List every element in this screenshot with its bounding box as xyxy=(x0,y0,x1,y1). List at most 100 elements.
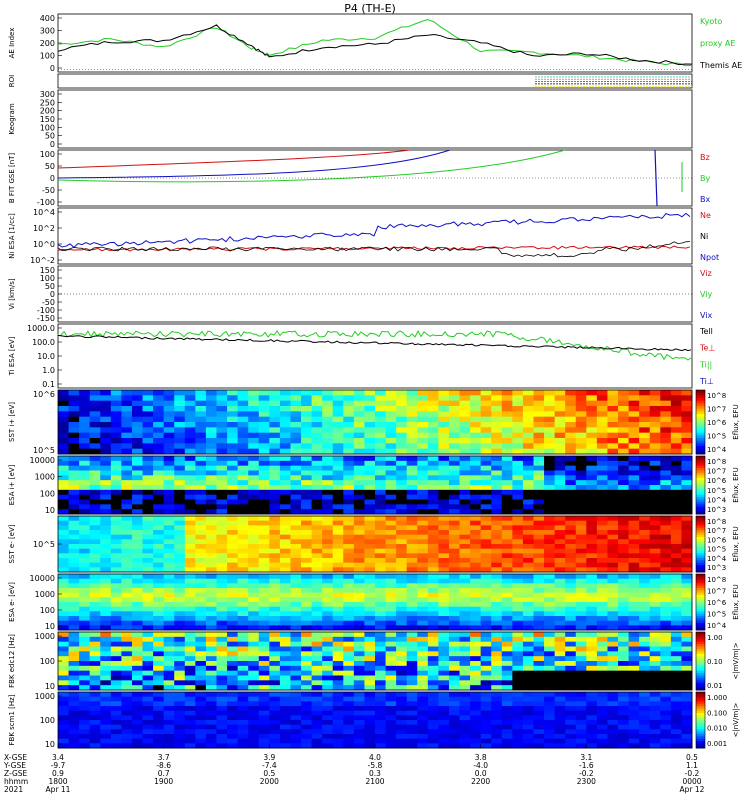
heatmap-cell xyxy=(512,734,524,740)
heatmap-cell xyxy=(248,578,260,584)
colorbar-segment xyxy=(696,494,705,498)
heatmap-cell xyxy=(501,646,513,652)
heatmap-cell xyxy=(470,685,482,691)
heatmap-cell xyxy=(195,520,207,526)
heatmap-cell xyxy=(227,558,239,564)
heatmap-cell xyxy=(121,602,133,608)
heatmap-cell xyxy=(670,651,682,657)
heatmap-cell xyxy=(279,620,291,626)
heatmap-cell xyxy=(248,390,260,396)
heatmap-cell xyxy=(438,456,450,462)
heatmap-cell xyxy=(396,597,408,603)
heatmap-cell xyxy=(163,675,175,681)
heatmap-cell xyxy=(618,390,630,396)
x-tick-label: 1.1 xyxy=(686,761,698,770)
heatmap-cell xyxy=(258,724,270,730)
heatmap-cell xyxy=(618,400,630,407)
heatmap-cell xyxy=(258,504,270,510)
heatmap-cell xyxy=(607,465,619,471)
heatmap-cell xyxy=(375,588,387,594)
heatmap-cell xyxy=(110,632,122,638)
heatmap-cell xyxy=(586,734,598,740)
heatmap-cell xyxy=(607,539,619,545)
heatmap-cell xyxy=(649,520,661,526)
colorbar-segment xyxy=(696,677,705,681)
heatmap-cell xyxy=(58,567,70,573)
heatmap-cell xyxy=(385,530,397,536)
heatmap-cell xyxy=(322,680,334,686)
heatmap-cell xyxy=(417,516,429,522)
heatmap-cell xyxy=(470,574,482,580)
heatmap-cell xyxy=(184,620,196,626)
heatmap-cell xyxy=(237,656,249,662)
heatmap-cell xyxy=(279,641,291,647)
heatmap-cell xyxy=(163,480,175,486)
heatmap-cell xyxy=(385,534,397,540)
heatmap-cell xyxy=(258,456,270,462)
heatmap-cell xyxy=(237,438,249,444)
heatmap-cell xyxy=(322,675,334,681)
heatmap-cell xyxy=(375,422,387,428)
heatmap-cell xyxy=(142,448,154,455)
heatmap-cell xyxy=(184,696,196,702)
heatmap-cell xyxy=(649,675,661,681)
heatmap-cell xyxy=(438,494,450,500)
heatmap-cell xyxy=(100,743,112,749)
heatmap-cell xyxy=(448,544,461,550)
heatmap-cell xyxy=(417,625,429,631)
colorbar-label: <|mV/m|> xyxy=(732,642,740,679)
heatmap-cell xyxy=(491,701,503,707)
heatmap-cell xyxy=(110,602,122,608)
colorbar-segment xyxy=(696,661,705,664)
heatmap-cell xyxy=(396,567,408,573)
heatmap-cell xyxy=(375,680,387,686)
heatmap-cell xyxy=(216,724,228,730)
heatmap-cell xyxy=(79,583,91,589)
heatmap-cell xyxy=(174,427,186,434)
heatmap-cell xyxy=(639,520,651,526)
heatmap-cell xyxy=(163,602,175,608)
heatmap-cell xyxy=(237,562,249,568)
heatmap-cell xyxy=(512,499,524,505)
heatmap-cell xyxy=(681,724,693,730)
heatmap-cell xyxy=(438,706,450,712)
heatmap-cell xyxy=(480,646,492,652)
heatmap-cell xyxy=(459,706,471,712)
heatmap-cell xyxy=(607,611,619,617)
colorbar-segment xyxy=(696,602,705,605)
heatmap-cell xyxy=(607,734,619,740)
heatmap-cell xyxy=(163,489,175,496)
heatmap-cell xyxy=(79,729,91,735)
heatmap-cell xyxy=(575,489,587,496)
heatmap-cell xyxy=(618,720,630,726)
colorbar-segment xyxy=(696,506,705,510)
heatmap-cell xyxy=(554,665,566,672)
heatmap-cell xyxy=(227,504,239,510)
heatmap-cell xyxy=(100,395,112,402)
heatmap-cell xyxy=(459,701,471,707)
colorbar-segment xyxy=(696,599,705,603)
heatmap-cell xyxy=(554,562,566,568)
heatmap-cell xyxy=(279,651,291,657)
heatmap-cell xyxy=(195,611,207,617)
heatmap-cell xyxy=(332,611,344,617)
heatmap-cell xyxy=(639,611,651,617)
heatmap-cell xyxy=(533,646,545,652)
heatmap-cell xyxy=(406,480,418,486)
series-line xyxy=(57,24,693,66)
heatmap-cell xyxy=(660,616,672,622)
heatmap-cell xyxy=(438,416,450,423)
heatmap-cell xyxy=(670,395,682,402)
heatmap-cell xyxy=(332,475,344,481)
heatmap-cell xyxy=(153,456,165,462)
heatmap-cell xyxy=(512,567,524,573)
heatmap-cell xyxy=(501,675,513,681)
heatmap-cell xyxy=(269,432,281,439)
heatmap-cell xyxy=(79,701,91,707)
heatmap-cell xyxy=(364,685,376,691)
heatmap-cell xyxy=(353,592,365,598)
heatmap-cell xyxy=(607,548,619,554)
heatmap-cell xyxy=(205,734,217,740)
heatmap-cell xyxy=(565,583,577,589)
heatmap-cell xyxy=(269,602,281,608)
